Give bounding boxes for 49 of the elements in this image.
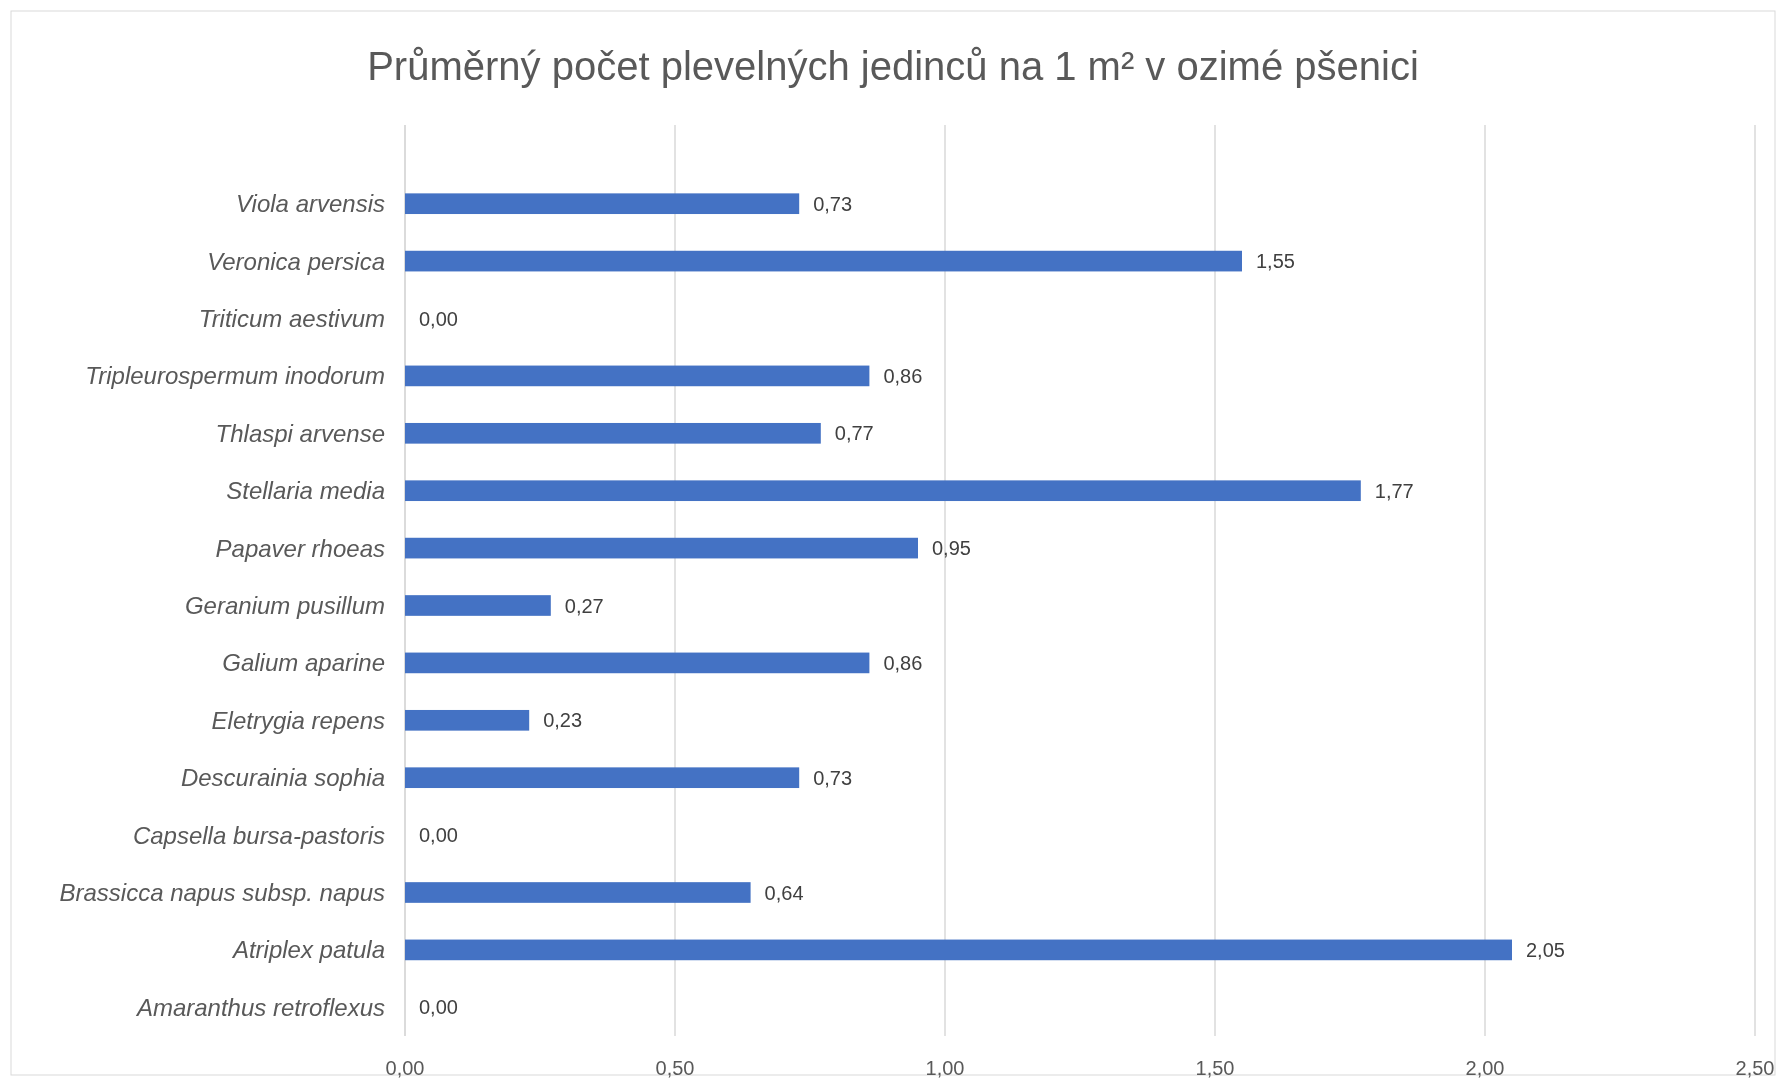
y-tick-label: Galium aparine [222,649,385,677]
data-label: 2,05 [1526,938,1565,961]
x-tick-label: 1,50 [1195,1057,1235,1079]
chart-title: Průměrný počet plevelných jedinců na 1 m² v ozimé pšenici [367,44,1419,88]
data-label: 0,86 [883,651,923,674]
data-label: 1,77 [1374,479,1414,502]
y-tick-label: Tripleurospermum inodorum [85,362,385,390]
bar [405,250,1242,272]
data-label: 0,00 [419,824,458,847]
y-tick-label: Capsella bursa-pastoris [132,821,385,849]
data-label: 0,95 [932,537,971,560]
bar [405,652,870,674]
y-tick-label: Brassicca napus subsp. napus [59,878,385,906]
data-label: 0,23 [543,709,583,732]
y-tick-label: Thlaspi arvense [215,419,385,447]
data-label: 0,86 [883,364,923,387]
data-label: 0,00 [419,996,458,1019]
y-tick-label: Papaver rhoeas [215,534,385,562]
x-tick-label: 0,50 [655,1057,695,1079]
y-tick-label: Viola arvensis [236,190,385,218]
y-tick-label: Geranium pusillum [184,591,385,619]
data-label: 0,27 [564,594,604,617]
data-label: 0,77 [834,422,874,445]
bar [405,537,918,559]
data-label: 0,00 [419,307,458,330]
bar [405,709,530,731]
y-tick-label: Stellaria media [226,477,385,505]
data-label: 0,73 [813,766,853,789]
bar [405,767,800,789]
x-tick-label: 0,00 [385,1057,425,1079]
bar [405,365,870,387]
bar [405,422,821,444]
y-tick-label: Triticum aestivum [198,304,385,332]
y-tick-label: Descurainia sophia [180,764,385,792]
x-tick-label: 2,00 [1465,1057,1505,1079]
y-tick-label: Eletrygia repens [211,706,385,734]
bar [405,939,1512,961]
bar [405,595,551,616]
data-label: 0,64 [764,881,804,904]
x-tick-label: 1,00 [925,1057,965,1079]
bar [405,480,1361,502]
y-tick-label: Veronica persica [207,247,385,275]
data-label: 0,73 [813,192,853,215]
y-tick-label: Atriplex patula [230,936,385,964]
data-label: 1,55 [1256,250,1295,273]
x-tick-label: 2,50 [1735,1057,1775,1079]
y-tick-label: Amaranthus retroflexus [134,993,385,1021]
bar [405,882,751,903]
bar [405,193,800,215]
